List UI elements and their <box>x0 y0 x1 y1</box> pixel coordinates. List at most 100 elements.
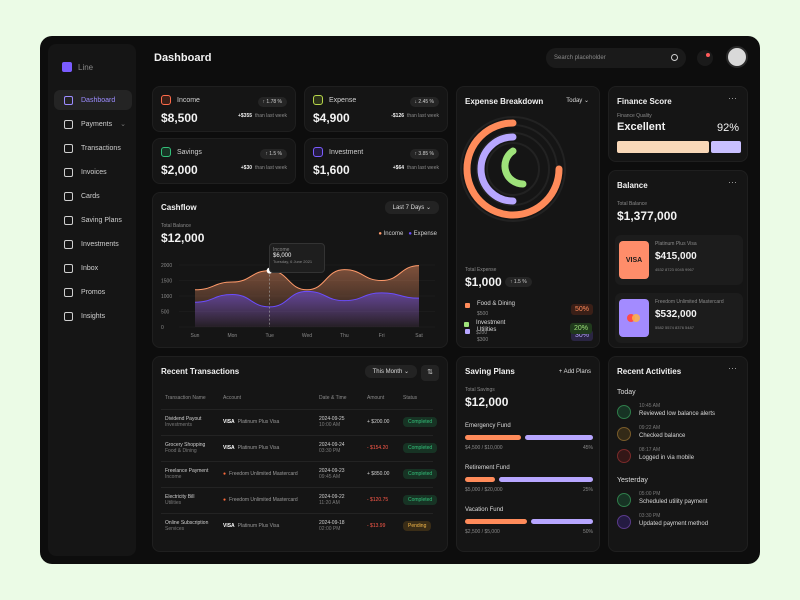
sidebar-item-inbox[interactable]: Inbox <box>54 258 132 278</box>
more-icon[interactable]: ··· <box>728 177 737 187</box>
table-row[interactable]: Freelance Payment Income ● Freedom Unlimit… <box>161 461 438 487</box>
y-tick-label: 500 <box>161 310 170 316</box>
tx-date-text: 2024-09-23 <box>319 468 345 474</box>
tx-category: Income <box>165 474 182 480</box>
logo-icon <box>62 62 72 72</box>
tx-name: Electricity Bill Utilities <box>165 494 194 506</box>
tx-date-text: 2024-09-24 <box>319 442 345 448</box>
table-row[interactable]: Grocery Shopping Food & Dining VISA Platin… <box>161 435 438 461</box>
bank-card-mastercard[interactable]: Freedom Unlimited Mastercard $532,000 55… <box>615 293 743 343</box>
plan-name: Emergency Fund <box>465 423 511 429</box>
series-area-expense <box>195 291 419 327</box>
sidebar-item-cards[interactable]: Cards <box>54 186 132 206</box>
col-account[interactable]: Account <box>223 395 242 401</box>
tx-date: 2024-09-18 02:00 PM <box>319 520 345 532</box>
invoice-icon <box>64 167 73 177</box>
y-tick-label: 0 <box>161 325 164 331</box>
period-label: Today <box>566 98 583 104</box>
col-transaction-name[interactable]: Transaction Name <box>165 395 206 401</box>
activity-item[interactable]: 03:30 PM Updated payment method <box>617 513 747 533</box>
activity-text: Reviewed low balance alerts <box>639 411 716 417</box>
period-dropdown[interactable]: Today ⌄ <box>566 98 589 104</box>
chevron-down-icon: ⌄ <box>120 121 126 128</box>
sidebar-item-payments[interactable]: Payments ⌄ <box>54 114 132 134</box>
activity-item[interactable]: 10:45 AM Reviewed low balance alerts <box>617 403 747 423</box>
saving-plans-title: Saving Plans <box>465 367 515 376</box>
tx-name-text: Dividend Payout <box>165 416 202 422</box>
sidebar-item-invoices[interactable]: Invoices <box>54 162 132 182</box>
tx-date-text: 2024-09-22 <box>319 494 345 500</box>
activity-text: Checked balance <box>639 433 686 439</box>
tx-name: Grocery Shopping Food & Dining <box>165 442 205 454</box>
sidebar-item-transactions[interactable]: Transactions <box>54 138 132 158</box>
avatar[interactable] <box>726 46 748 68</box>
plan-pct: 25% <box>582 487 593 493</box>
search-icon[interactable] <box>671 54 678 61</box>
tx-account-text: Freedom Unlimited Mastercard <box>229 497 298 503</box>
table-row[interactable]: Dividend Payout Investments VISA Platinum … <box>161 409 438 435</box>
month-filter-label: This Month <box>372 369 403 375</box>
page-title: Dashboard <box>154 52 212 64</box>
sidebar-item-promos[interactable]: Promos <box>54 282 132 302</box>
stat-delta: +$355 than last week <box>238 113 287 119</box>
income-icon <box>161 95 171 105</box>
tx-date-text: 2024-09-25 <box>319 416 345 422</box>
search-input[interactable]: Search placeholder <box>546 48 686 68</box>
table-row[interactable]: Electricity Bill Utilities ● Freedom Unlim… <box>161 487 438 513</box>
stat-card-expense: Expense ↓ 2.45 % $4,900 -$126 than last w… <box>304 86 448 132</box>
col-status[interactable]: Status <box>403 395 418 401</box>
filter-icon[interactable]: ⇅ <box>421 365 439 381</box>
table-row[interactable]: Online Subscription Services VISA Platinum… <box>161 513 433 539</box>
sidebar-item-label: Saving Plans <box>81 216 122 224</box>
sidebar-item-insights[interactable]: Insights <box>54 306 132 326</box>
range-dropdown[interactable]: Last 7 Days ⌄ <box>384 201 439 214</box>
status-badge: Pending <box>403 521 432 531</box>
sidebar-nav: Dashboard Payments ⌄ Transactions Invoice… <box>54 90 132 330</box>
activity-time: 03:30 PM <box>639 513 661 519</box>
plan-progress-rest <box>499 477 593 482</box>
col-amount[interactable]: Amount <box>367 395 385 401</box>
tx-account-text: Freedom Unlimited Mastercard <box>229 471 298 477</box>
plan-retirement[interactable]: Retirement Fund $5,000 / $20,000 25% <box>465 465 593 499</box>
sidebar-item-investments[interactable]: Investments <box>54 234 132 254</box>
activity-item[interactable]: 09:22 AM Checked balance <box>617 425 747 445</box>
donut-ring-utilities <box>477 133 517 205</box>
series-line-income <box>194 265 420 291</box>
tx-time: 10:00 AM <box>319 422 341 428</box>
more-icon[interactable]: ··· <box>728 363 737 373</box>
tx-account-text: Platinum Plus Visa <box>237 523 280 529</box>
tooltip-value: $6,000 <box>273 253 292 259</box>
status-badge: Completed <box>403 469 438 479</box>
stat-badge: ↑ 1.5 % <box>260 149 287 159</box>
plan-name: Retirement Fund <box>465 465 510 471</box>
balance-title: Balance <box>617 181 648 190</box>
activity-item[interactable]: 08:17 AM Logged in via mobile <box>617 447 747 467</box>
tx-account: ● Freedom Unlimited Mastercard <box>223 497 298 503</box>
finance-score-pct: 92% <box>716 122 739 134</box>
stat-value: $8,500 <box>161 111 198 125</box>
expense-item-pct: 20% <box>569 323 592 334</box>
plan-emergency[interactable]: Emergency Fund $4,500 / $10,000 45% <box>465 423 593 457</box>
tx-category: Food & Dining <box>165 448 197 454</box>
total-balance-value: $12,000 <box>161 231 205 245</box>
bell-icon[interactable] <box>697 50 713 66</box>
bank-card-visa[interactable]: VISA Platinum Plus Visa $415,000 4532 87… <box>615 235 743 285</box>
add-plans-button[interactable]: + Add Plans <box>558 369 591 375</box>
logo[interactable]: Line <box>62 62 93 72</box>
tx-account-text: Platinum Plus Visa <box>237 419 280 425</box>
col-date-time[interactable]: Date & Time <box>319 395 347 401</box>
sidebar-item-saving-plans[interactable]: Saving Plans <box>54 210 132 230</box>
visa-icon: VISA <box>223 523 235 529</box>
card-icon <box>64 119 73 129</box>
login-icon <box>617 449 631 463</box>
finance-score-title: Finance Score <box>617 97 672 106</box>
activity-item[interactable]: 05:00 PM Scheduled utility payment <box>617 491 747 511</box>
activity-time: 08:17 AM <box>639 447 661 453</box>
cashflow-title: Cashflow <box>161 203 197 212</box>
sidebar-item-dashboard[interactable]: Dashboard <box>54 90 132 110</box>
more-icon[interactable]: ··· <box>728 93 737 103</box>
month-filter-dropdown[interactable]: This Month ⌄ <box>364 365 417 378</box>
plan-vacation[interactable]: Vacation Fund $2,500 / $5,000 50% <box>465 507 593 541</box>
stat-badge: ↑ 3.85 % <box>409 149 439 159</box>
mastercard-icon-2 <box>632 314 640 322</box>
